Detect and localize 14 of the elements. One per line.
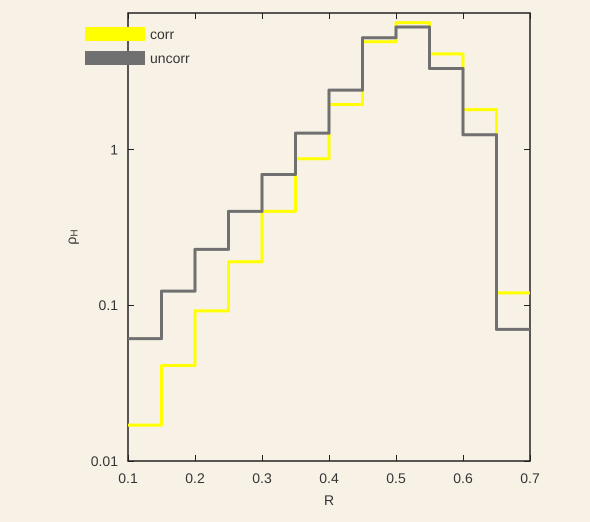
y-tick-label: 0.1 (98, 297, 118, 314)
legend-label: corr (150, 26, 174, 42)
y-tick-label: 0.01 (90, 453, 118, 469)
y-tick-label: 1 (110, 141, 118, 158)
y-axis-title: ρH (62, 229, 80, 245)
x-tick-label: 0.4 (319, 470, 339, 486)
x-tick-label: 0.1 (118, 470, 138, 486)
x-tick-label: 0.3 (252, 470, 272, 486)
x-tick-label: 0.7 (520, 470, 540, 486)
x-axis-title: R (324, 492, 334, 508)
x-tick-label: 0.6 (453, 470, 473, 486)
x-tick-label: 0.5 (386, 470, 406, 486)
legend-label: uncorr (150, 50, 190, 66)
x-tick-label: 0.2 (185, 470, 205, 486)
